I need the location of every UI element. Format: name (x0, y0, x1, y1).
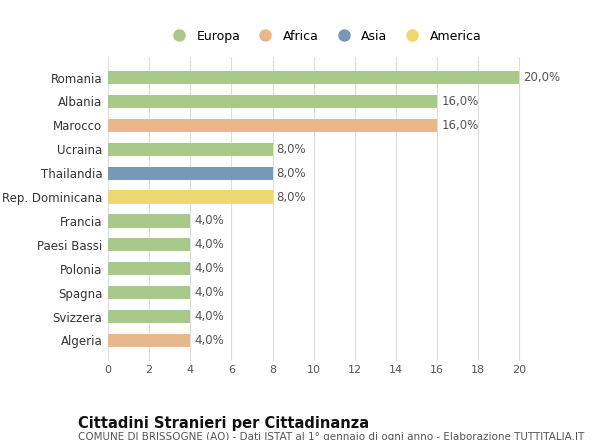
Bar (108, 71, 520, 84)
Text: 16,0%: 16,0% (441, 119, 479, 132)
Text: 8,0%: 8,0% (277, 191, 307, 204)
Text: 4,0%: 4,0% (194, 214, 224, 227)
Bar (108, 214, 190, 227)
Text: 16,0%: 16,0% (441, 95, 479, 108)
Bar (108, 191, 272, 204)
Text: 4,0%: 4,0% (194, 286, 224, 299)
Bar (108, 143, 272, 156)
Bar (108, 119, 437, 132)
Text: 4,0%: 4,0% (194, 238, 224, 251)
Bar (108, 310, 190, 323)
Text: 8,0%: 8,0% (277, 167, 307, 180)
Bar (108, 334, 190, 347)
Bar (108, 286, 190, 299)
Bar (108, 95, 437, 108)
Bar (108, 167, 272, 180)
Text: COMUNE DI BRISSOGNE (AO) - Dati ISTAT al 1° gennaio di ogni anno - Elaborazione : COMUNE DI BRISSOGNE (AO) - Dati ISTAT al… (78, 432, 584, 440)
Text: Cittadini Stranieri per Cittadinanza: Cittadini Stranieri per Cittadinanza (78, 416, 369, 431)
Text: 4,0%: 4,0% (194, 310, 224, 323)
Legend: Europa, Africa, Asia, America: Europa, Africa, Asia, America (164, 27, 484, 45)
Bar (108, 238, 190, 251)
Text: 20,0%: 20,0% (524, 71, 560, 84)
Text: 4,0%: 4,0% (194, 334, 224, 347)
Text: 4,0%: 4,0% (194, 262, 224, 275)
Bar (108, 262, 190, 275)
Text: 8,0%: 8,0% (277, 143, 307, 156)
